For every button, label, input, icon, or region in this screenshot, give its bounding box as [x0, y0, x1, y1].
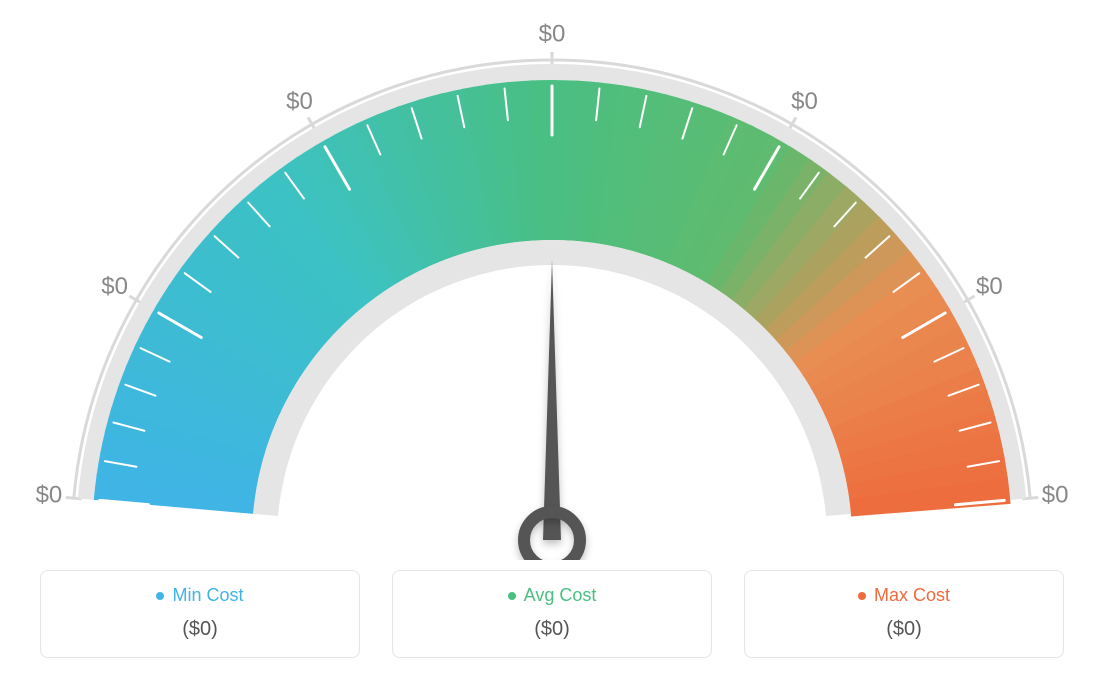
svg-text:$0: $0 [1042, 481, 1069, 508]
svg-text:$0: $0 [286, 88, 313, 115]
legend-card-max: Max Cost ($0) [744, 570, 1064, 658]
legend-label-max: Max Cost [874, 585, 950, 606]
legend-value-min: ($0) [59, 618, 341, 641]
svg-text:$0: $0 [539, 20, 566, 47]
legend-label-avg: Avg Cost [524, 585, 597, 606]
legend-header-avg: Avg Cost [411, 585, 693, 606]
legend-header-min: Min Cost [59, 585, 341, 606]
legend-card-avg: Avg Cost ($0) [392, 570, 712, 658]
svg-text:$0: $0 [976, 273, 1003, 300]
legend-label-min: Min Cost [172, 585, 243, 606]
legend-header-max: Max Cost [763, 585, 1045, 606]
legend-dot-avg [508, 592, 516, 600]
legend-dot-max [858, 592, 866, 600]
gauge-svg: $0 $0 $0 $0 $0 $0 $0 [0, 0, 1104, 560]
legend-card-min: Min Cost ($0) [40, 570, 360, 658]
legend-dot-min [156, 592, 164, 600]
gauge-chart: $0 $0 $0 $0 $0 $0 $0 [0, 0, 1104, 560]
legend: Min Cost ($0) Avg Cost ($0) Max Cost ($0… [0, 570, 1104, 658]
svg-text:$0: $0 [36, 481, 63, 508]
legend-value-max: ($0) [763, 618, 1045, 641]
svg-text:$0: $0 [101, 273, 128, 300]
legend-value-avg: ($0) [411, 618, 693, 641]
svg-text:$0: $0 [791, 88, 818, 115]
